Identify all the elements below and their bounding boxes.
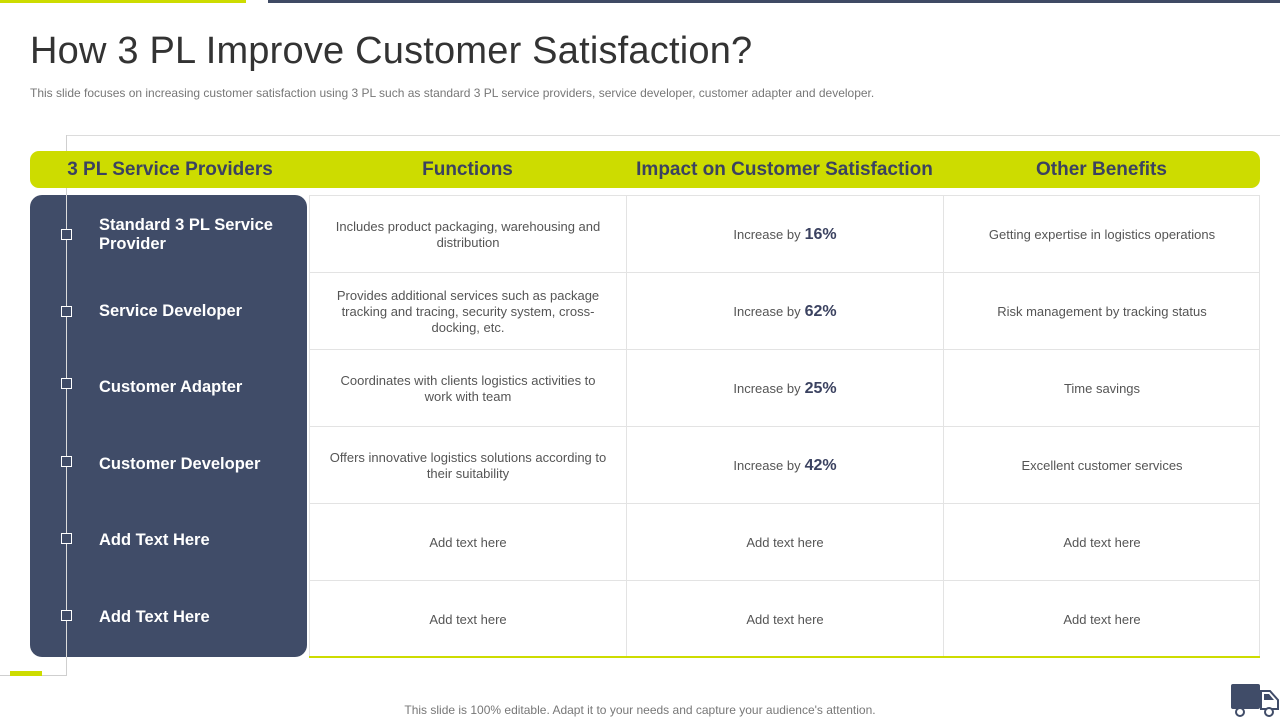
- provider-add-text-2: Add Text Here: [99, 608, 210, 626]
- grid-line: [309, 195, 310, 657]
- impact-value: 62%: [804, 302, 837, 320]
- impact-prefix: Increase by: [733, 303, 801, 319]
- impact-cell: Increase by 16%: [627, 196, 943, 273]
- delivery-truck-icon: [1230, 683, 1280, 720]
- slide-subtitle: This slide focuses on increasing custome…: [30, 86, 875, 100]
- impact-prefix: Increase by: [733, 226, 801, 242]
- corner-accent: [10, 671, 42, 676]
- timeline-node: [61, 610, 72, 621]
- timeline-line: [66, 195, 67, 657]
- timeline-node: [61, 533, 72, 544]
- timeline-node: [61, 378, 72, 389]
- function-cell: Add text here: [429, 611, 507, 627]
- grid-line: [943, 195, 944, 657]
- slide-footer: This slide is 100% editable. Adapt it to…: [404, 703, 876, 717]
- table-header-band: [30, 151, 1260, 188]
- table-bottom-rule: [309, 656, 1260, 658]
- function-cell: Includes product packaging, warehousing …: [335, 218, 601, 250]
- header-functions: Functions: [422, 159, 513, 180]
- header-benefits: Other Benefits: [1036, 159, 1167, 180]
- impact-cell: Increase by 42%: [627, 427, 943, 504]
- benefit-cell: Excellent customer services: [1021, 457, 1183, 473]
- provider-add-text-1: Add Text Here: [99, 531, 210, 549]
- grid-line: [1259, 195, 1260, 657]
- function-cell: Add text here: [429, 534, 507, 550]
- impact-cell: Add text here: [746, 611, 824, 627]
- provider-customer-adapter: Customer Adapter: [99, 378, 243, 396]
- timeline-node: [61, 456, 72, 467]
- header-providers: 3 PL Service Providers: [67, 159, 273, 180]
- impact-value: 16%: [804, 225, 837, 243]
- grid-line: [309, 272, 1260, 273]
- benefit-cell: Add text here: [1063, 611, 1141, 627]
- grid-line: [309, 580, 1260, 581]
- benefit-cell: Getting expertise in logistics operation…: [988, 226, 1216, 242]
- impact-cell: Increase by 62%: [627, 273, 943, 350]
- slide-title: How 3 PL Improve Customer Satisfaction?: [30, 30, 753, 72]
- grid-line: [626, 195, 627, 657]
- function-cell: Provides additional services such as pac…: [336, 287, 600, 335]
- function-cell: Offers innovative logistics solutions ac…: [329, 449, 607, 481]
- impact-value: 42%: [804, 456, 837, 474]
- impact-cell: Increase by 25%: [627, 350, 943, 427]
- provider-customer-developer: Customer Developer: [99, 455, 261, 473]
- timeline-node: [61, 306, 72, 317]
- function-cell: Coordinates with clients logistics activ…: [340, 372, 596, 404]
- top-dark-bar: [268, 0, 1280, 3]
- provider-sidebar: [30, 195, 307, 657]
- benefit-cell: Risk management by tracking status: [997, 303, 1207, 319]
- frame-line-top: [66, 135, 1280, 136]
- benefit-cell: Time savings: [1063, 380, 1141, 396]
- grid-line: [309, 349, 1260, 350]
- impact-value: 25%: [804, 379, 837, 397]
- impact-prefix: Increase by: [733, 380, 801, 396]
- provider-standard-3pl: Standard 3 PL Service Provider: [99, 216, 273, 253]
- header-impact: Impact on Customer Satisfaction: [636, 159, 933, 180]
- grid-line: [309, 503, 1260, 504]
- benefit-cell: Add text here: [1063, 534, 1141, 550]
- grid-line: [309, 195, 1260, 196]
- timeline-node: [61, 229, 72, 240]
- grid-line: [309, 426, 1260, 427]
- top-accent-bar: [0, 0, 246, 3]
- impact-prefix: Increase by: [733, 457, 801, 473]
- impact-cell: Add text here: [746, 534, 824, 550]
- provider-service-developer: Service Developer: [99, 302, 243, 320]
